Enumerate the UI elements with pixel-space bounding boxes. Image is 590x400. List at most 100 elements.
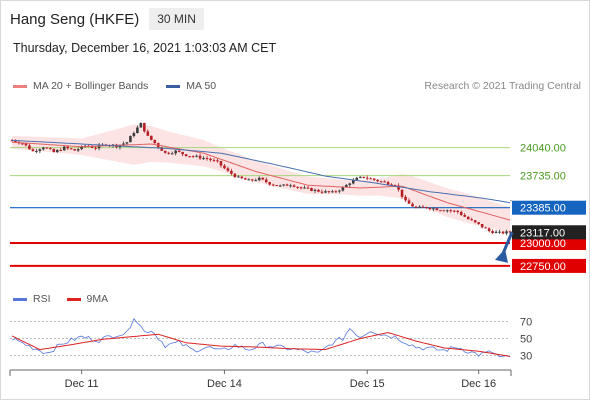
candle-body: [219, 160, 223, 166]
candle-body: [69, 148, 73, 150]
candle-body: [355, 177, 359, 180]
candle-body: [372, 178, 376, 180]
candle-body: [52, 149, 56, 153]
candle-body: [55, 149, 59, 153]
candle-body: [449, 210, 453, 212]
candle-body: [418, 206, 421, 208]
last-price-label: 23117.00: [520, 227, 565, 239]
candle-body: [97, 145, 101, 149]
rsi-tick-70: 70: [520, 317, 532, 329]
candle-body: [163, 150, 167, 153]
candle-body: [216, 160, 219, 162]
candle-body: [59, 149, 63, 151]
candle-body: [14, 140, 17, 142]
candle-body: [320, 191, 324, 193]
legend-item-ma20: MA 20 + Bollinger Bands: [13, 80, 148, 92]
candle-body: [376, 179, 379, 182]
candle-body: [122, 143, 125, 145]
candle-body: [264, 179, 268, 183]
timeframe-badge[interactable]: 30 MIN: [149, 8, 204, 30]
level-label-0: 24040.00: [520, 143, 566, 155]
candle-body: [411, 203, 414, 207]
candle-body: [463, 214, 467, 217]
level-tag-3: [512, 236, 586, 250]
rsi-line: [11, 318, 511, 358]
candle-body: [177, 150, 181, 152]
candle-body: [42, 147, 45, 150]
candle-body: [250, 179, 254, 181]
level-label-3: 23000.00: [520, 238, 566, 250]
candle-body: [226, 168, 230, 171]
candle-body: [334, 191, 338, 193]
candle-body: [306, 187, 310, 189]
candle-body: [452, 210, 456, 212]
candle-body: [362, 176, 366, 178]
candle-body: [66, 146, 70, 149]
x-tick-label-1: Dec 14: [207, 378, 242, 390]
candle-body: [150, 135, 153, 140]
candle-body: [153, 139, 157, 144]
candle-body: [223, 165, 226, 169]
candle-body: [414, 206, 418, 208]
candle-body: [505, 231, 508, 234]
candle-body: [299, 187, 303, 189]
candle-body: [268, 182, 272, 185]
legend-swatch-ma50: [166, 84, 181, 88]
candle-body: [230, 170, 233, 174]
candle-body: [473, 220, 477, 223]
legend-swatch-ma20: [13, 84, 27, 88]
candle-body: [129, 136, 132, 143]
candle-body: [459, 211, 463, 215]
legend-item-ma50: MA 50: [166, 80, 216, 92]
chart-credit: Research © 2021 Trading Central: [424, 80, 581, 92]
candle-body: [446, 210, 449, 212]
candle-body: [261, 177, 265, 180]
rsi-legend: RSI 9MA: [13, 293, 108, 305]
candle-body: [400, 189, 404, 197]
candle-body: [49, 148, 52, 150]
candle-body: [205, 158, 209, 160]
legend-label-rsi-ma: 9MA: [86, 293, 109, 305]
chart-header: Hang Seng (HKFE) 30 MIN: [10, 8, 204, 30]
legend-swatch-rsi: [13, 297, 27, 301]
candle-body: [501, 231, 505, 234]
candle-body: [94, 147, 97, 149]
candle-body: [21, 143, 24, 145]
candle-body: [432, 208, 435, 210]
candle-body: [292, 185, 296, 187]
level-tag-2: [512, 200, 586, 215]
x-tick-label-0: Dec 11: [65, 378, 99, 390]
rsi-tick-50: 50: [520, 334, 532, 346]
candle-body: [456, 210, 460, 212]
candle-body: [285, 184, 289, 186]
x-tick-label-2: Dec 15: [350, 378, 385, 390]
candle-body: [369, 178, 372, 180]
candle-body: [160, 147, 164, 151]
candle-body: [195, 155, 198, 157]
candle-body: [254, 180, 258, 182]
instrument-title: Hang Seng (HKFE): [10, 10, 140, 28]
level-tag-4: [512, 258, 586, 273]
ma50-line: [11, 139, 511, 204]
candle-body: [45, 147, 49, 149]
candle-body: [282, 184, 285, 186]
candle-body: [487, 228, 491, 232]
candle-body: [341, 187, 345, 191]
candle-body: [365, 177, 369, 179]
level-label-1: 23735.00: [520, 171, 566, 183]
candle-body: [324, 191, 327, 193]
rsi-tick-30: 30: [520, 351, 532, 363]
candle-body: [386, 182, 390, 185]
candle-body: [191, 156, 195, 158]
candle-body: [407, 200, 411, 204]
candle-body: [62, 146, 66, 151]
candle-body: [202, 158, 205, 160]
candle-body: [240, 176, 244, 179]
candle-body: [167, 152, 171, 154]
candle-body: [247, 179, 251, 181]
candle-body: [383, 181, 386, 183]
candle-body: [188, 156, 191, 158]
candle-body: [477, 222, 480, 224]
candle-body: [209, 158, 212, 161]
candle-body: [132, 133, 136, 137]
